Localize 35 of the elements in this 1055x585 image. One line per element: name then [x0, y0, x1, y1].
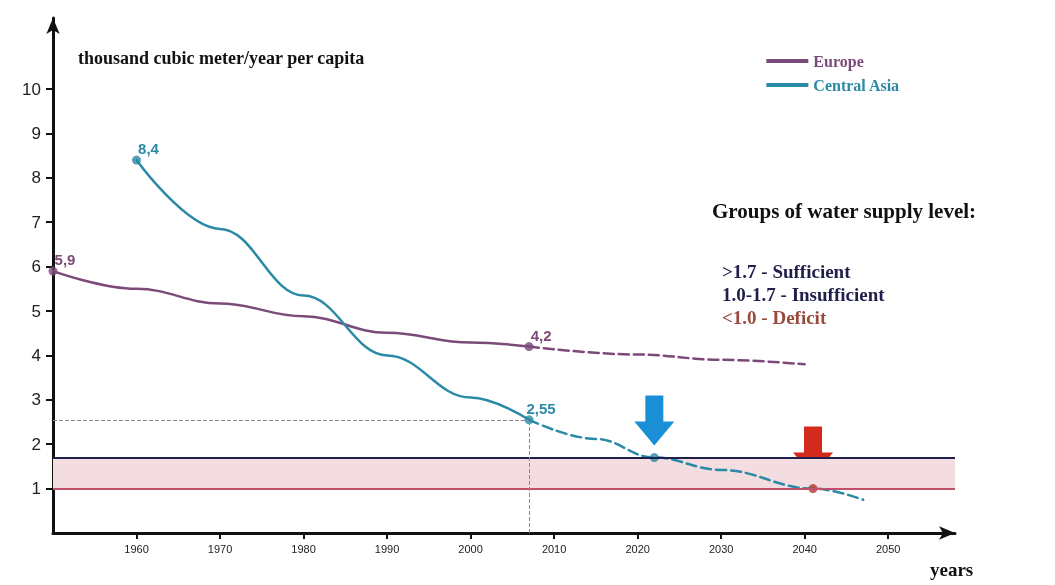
- annotation: 1.0-1.7 - Insufficient: [722, 284, 886, 305]
- annotation: <1.0 - Deficit: [722, 307, 827, 328]
- y-tick-label: 7: [31, 212, 41, 232]
- y-tick-label: 2: [31, 434, 41, 454]
- x-tick-label: 1970: [207, 542, 233, 555]
- point: [48, 266, 58, 276]
- y-tick-label: 5: [31, 301, 41, 321]
- data-label: 8,4: [138, 140, 160, 158]
- y-tick-label: 1: [31, 479, 41, 499]
- y-axis-title: thousand cubic meter/year per capita: [78, 47, 365, 68]
- point: [132, 155, 142, 165]
- x-tick-label: 2030: [708, 542, 734, 555]
- y-tick-label: 8: [31, 168, 41, 188]
- x-axis-title: years: [930, 559, 974, 580]
- y-tick-label: 10: [22, 79, 41, 99]
- x-tick-label: 2000: [458, 542, 483, 555]
- x-tick-label: 2050: [875, 542, 901, 555]
- y-tick-label: 6: [31, 257, 41, 277]
- y-tick-label: 4: [31, 345, 41, 365]
- point: [524, 342, 534, 352]
- legend-label: Europe: [813, 52, 864, 71]
- x-tick-label: 1990: [374, 542, 400, 555]
- data-label: 2,55: [526, 399, 556, 417]
- data-label: 4,2: [530, 326, 552, 344]
- annotation: >1.7 - Sufficient: [722, 261, 852, 282]
- x-tick-label: 2020: [625, 542, 650, 555]
- annotation: Groups of water supply level:: [712, 198, 977, 223]
- x-tick-label: 1960: [124, 542, 149, 555]
- x-tick-label: 1980: [291, 542, 316, 555]
- x-tick-label: 2040: [792, 542, 817, 555]
- data-label: 5,9: [54, 251, 76, 269]
- y-tick-label: 9: [31, 123, 41, 143]
- x-tick-label: 2010: [541, 542, 567, 555]
- y-tick-label: 3: [31, 390, 41, 410]
- legend-label: Central Asia: [813, 76, 900, 94]
